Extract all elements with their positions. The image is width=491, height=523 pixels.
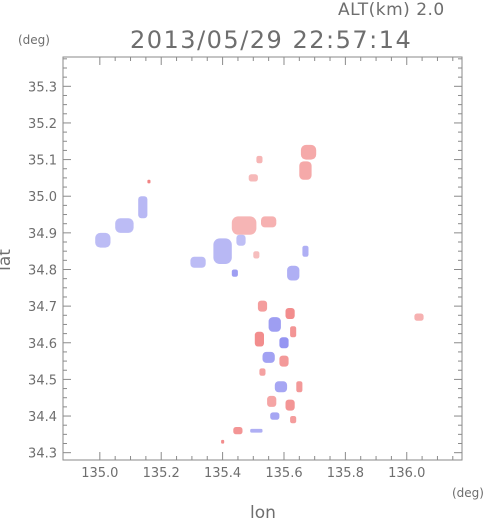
altitude-label: ALT(km) 2.0 [338,0,445,20]
x-tick-label: 135.6 [265,466,302,481]
data-cell [285,308,295,319]
data-cell [300,144,317,160]
y-tick-label: 35.3 [28,80,57,95]
data-cell [267,395,277,407]
y-tick-label: 35.2 [28,117,57,132]
data-cell [296,381,303,393]
data-cells [95,144,424,444]
data-cell [95,232,111,248]
data-cell [270,412,280,420]
data-cell [262,351,275,363]
data-cell [256,155,263,164]
data-cell [254,331,264,347]
data-cell [236,234,246,246]
y-tick-label: 35.1 [28,154,57,169]
data-cell [213,238,232,264]
data-cell [248,174,258,182]
y-tick-label: 34.4 [28,410,57,425]
y-ticks: 34.3 34.4 34.5 34.6 34.7 34.8 34.9 35.0 35.1 35.2… [28,58,462,462]
x-unit-label: (deg) [452,486,484,500]
data-cell [290,326,297,338]
x-ticks: 135.0 135.2 135.4 135.6 135.8 136.0 [81,57,454,481]
data-cell [279,355,289,367]
y-tick-label: 34.3 [28,447,57,462]
x-tick-label: 135.4 [204,466,241,481]
plot-frame [62,56,463,461]
data-cell [233,427,243,435]
y-tick-label: 34.7 [28,300,57,315]
data-cell [250,428,263,433]
y-tick-label: 34.6 [28,337,57,352]
x-tick-label: 135.8 [327,466,364,481]
data-cell [299,161,312,180]
x-tick-label: 135.2 [143,466,180,481]
data-cell [257,300,268,312]
data-cell [259,368,266,376]
data-cell [231,269,238,277]
data-cell [274,381,288,393]
data-cell [147,179,151,184]
y-tick-label: 35.0 [28,190,57,205]
y-unit-label: (deg) [18,33,50,47]
data-cell [290,416,297,424]
y-tick-label: 34.8 [28,263,57,278]
data-cell [268,317,281,332]
data-cell [414,313,424,321]
data-cell [261,216,277,228]
data-cell [115,218,134,233]
data-cell [138,196,148,219]
data-cell [285,399,295,411]
x-tick-label: 136.0 [388,466,425,481]
y-tick-label: 34.9 [28,227,57,242]
data-cell [231,216,257,235]
data-cell [253,251,260,259]
data-cell [302,245,309,257]
data-cell [279,337,289,349]
x-tick-label: 135.0 [81,466,118,481]
x-axis-label: lon [250,503,276,523]
data-cell [287,265,300,281]
datetime-label: 2013/05/29 22:57:14 [130,26,413,54]
data-cell [190,256,206,268]
data-cell [221,439,225,444]
y-tick-label: 34.5 [28,373,57,388]
